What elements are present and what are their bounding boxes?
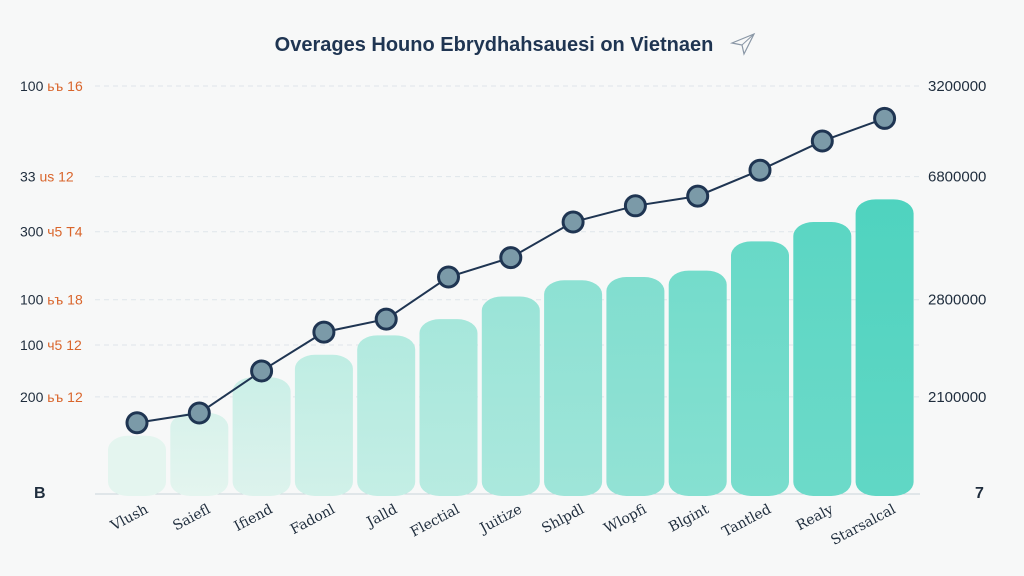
bar-jalld [357,335,416,496]
bar-starsalcal [855,199,914,497]
bar-blgint [668,270,727,496]
y-axis-right: 3200000 6800000 2800000 2100000 [928,78,986,406]
line-point-blgint [686,184,710,208]
line-point-wlopfi [623,194,647,218]
x-tick-label: Saiefl [170,501,213,534]
bar-realy [793,222,852,496]
y-tick-left: 100 ьъ 16 [20,78,83,94]
bar-wlopfi [606,277,665,496]
bar-saiefl [170,413,229,496]
x-tick-label: Juitize [476,501,525,537]
corner-label-right: 7 [975,485,984,502]
line-point-flectial [437,265,460,289]
x-tick-label: Realy [794,501,837,534]
bar-tantled [731,241,789,496]
y-tick-left: 100 ч5 12 [20,337,82,353]
y-tick-left: 300 ч5 T4 [20,224,83,240]
bars [108,199,914,497]
y-axis-left: 100 ьъ 16 33 us 12 300 ч5 T4 100 ьъ 18 100 ч… [20,78,83,405]
bar-fadonl [294,354,353,496]
x-tick-label: Tantled [720,501,774,540]
line-markers [125,106,897,435]
paper-plane-icon [729,32,756,56]
x-tick-label: Vlush [107,501,151,534]
line-point-realy [810,129,834,153]
x-tick-label: Flectial [408,501,463,540]
x-tick-label: Ifiend [232,501,276,534]
bar-flectial [419,319,478,496]
y-tick-left: 33 us 12 [20,169,74,185]
line-point-shlpdl [561,210,585,234]
x-tick-label: Starsalcal [828,501,899,549]
x-tick-label: Wlopfi [601,501,649,537]
line-point-ifiend [250,359,274,383]
bar-vlush [108,435,166,496]
line-point-jalld [374,307,398,331]
y-tick-left: 200 ьъ 12 [20,389,83,405]
y-tick-left: 100 ьъ 18 [20,292,83,308]
line-point-starsalcal [873,106,897,130]
x-tick-label: Fadonl [288,501,338,538]
x-axis: Vlush Saiefl Ifiend Fadonl Jalld Flectial Juit… [107,501,899,549]
line-point-saiefl [187,401,211,425]
x-tick-label: Blgint [666,501,712,535]
chart-title: Overages Houno Ebrydhahsauesi on Vietnae… [275,34,714,56]
line-point-vlush [125,411,149,435]
line-point-juitize [499,246,523,270]
x-tick-label: Jalld [363,501,400,531]
y-tick-right: 3200000 [928,78,986,95]
y-tick-right: 6800000 [928,169,986,186]
bar-shlpdl [544,280,603,496]
bar-ifiend [232,377,291,496]
line-point-tantled [748,158,772,182]
y-tick-right: 2800000 [928,292,986,309]
x-tick-label: Shlpdl [539,501,587,537]
line-point-fadonl [312,320,336,344]
bar-juitize [481,296,540,496]
corner-label-left: B [34,485,46,502]
y-tick-right: 2100000 [928,389,986,406]
